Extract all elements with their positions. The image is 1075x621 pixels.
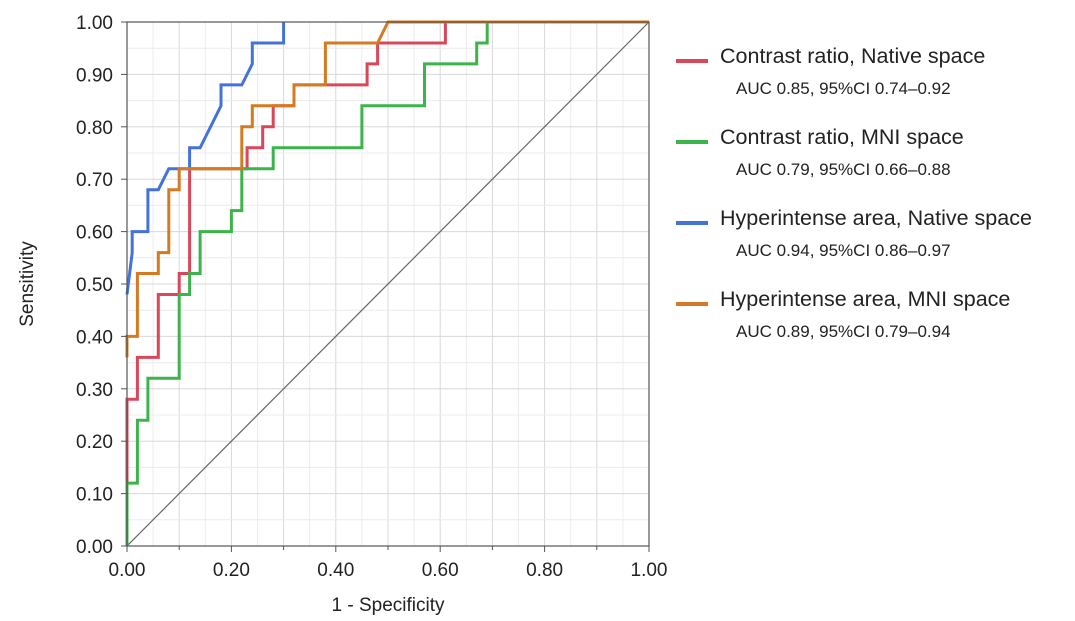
legend-auc-label: AUC 0.85, 95%CI 0.74–0.92 (736, 79, 951, 98)
legend-series-name: Contrast ratio, MNI space (720, 125, 964, 149)
x-axis-label: 1 - Specificity (332, 595, 445, 616)
legend-item-hyperintense-mni: Hyperintense area, MNI space AUC 0.89, 9… (676, 287, 1071, 368)
legend-auc-label: AUC 0.79, 95%CI 0.66–0.88 (736, 160, 951, 179)
legend-item-contrast-mni: Contrast ratio, MNI space AUC 0.79, 95%C… (676, 125, 1071, 206)
x-tick-label: 0.40 (317, 560, 354, 581)
legend-auc-label: AUC 0.89, 95%CI 0.79–0.94 (736, 322, 951, 341)
reference-diagonal (126, 21, 650, 547)
grid (126, 21, 650, 547)
roc-curve-series-1 (125, 20, 649, 546)
y-axis-ticks: 0.00 0.10 0.20 0.30 0.40 0.50 0.60 0.70 0.80 0.90… (76, 13, 127, 558)
legend-swatch (676, 59, 708, 63)
roc-curve-series-2 (125, 22, 286, 295)
chance-line (126, 21, 650, 547)
x-tick-label: 1.00 (631, 560, 668, 581)
y-tick-label: 0.70 (76, 170, 113, 191)
y-tick-label: 0.10 (76, 485, 113, 506)
y-tick-label: 0.60 (76, 223, 113, 244)
y-tick-label: 0.50 (76, 275, 113, 296)
x-tick-label: 0.00 (109, 560, 146, 581)
x-tick-label: 0.60 (422, 560, 459, 581)
legend-series-name: Hyperintense area, MNI space (720, 287, 1011, 311)
y-tick-label: 0.90 (76, 65, 113, 86)
x-tick-label: 0.80 (526, 560, 563, 581)
legend-item-contrast-native: Contrast ratio, Native space AUC 0.85, 9… (676, 44, 1071, 125)
legend: Contrast ratio, Native space AUC 0.85, 9… (676, 44, 1071, 368)
roc-chart: 0.00 0.20 0.40 0.60 0.80 1.00 0.00 0.10 0.20 0.3… (17, 13, 668, 616)
x-axis-ticks: 0.00 0.20 0.40 0.60 0.80 1.00 (109, 546, 668, 581)
legend-series-name: Hyperintense area, Native space (720, 206, 1032, 230)
y-tick-label: 1.00 (76, 13, 113, 34)
y-axis-label: Sensitivity (17, 241, 38, 327)
legend-series-name: Contrast ratio, Native space (720, 44, 986, 68)
legend-swatch (676, 140, 708, 144)
y-tick-label: 0.40 (76, 327, 113, 348)
y-tick-label: 0.00 (76, 537, 113, 558)
y-tick-label: 0.30 (76, 380, 113, 401)
legend-item-hyperintense-native: Hyperintense area, Native space AUC 0.94… (676, 206, 1071, 287)
roc-curve-series-0 (125, 20, 649, 546)
y-tick-label: 0.80 (76, 118, 113, 139)
legend-swatch (676, 302, 708, 306)
legend-auc-label: AUC 0.94, 95%CI 0.86–0.97 (736, 241, 951, 260)
y-tick-label: 0.20 (76, 432, 113, 453)
roc-curves (125, 20, 649, 546)
roc-curve-series-3 (125, 20, 649, 358)
x-tick-label: 0.20 (213, 560, 250, 581)
legend-swatch (676, 221, 708, 225)
